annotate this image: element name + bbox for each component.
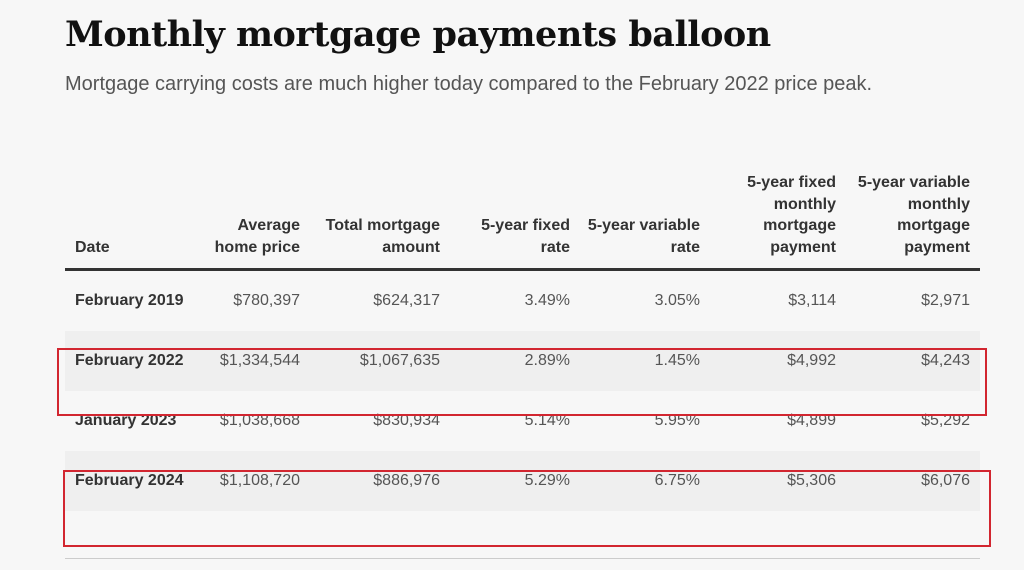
mortgage-table: Date Average home price Total mortgage a…	[65, 172, 980, 511]
highlight-box-feb-2024	[63, 470, 991, 547]
col-header-fixed-payment: 5-year fixed monthly mortgage payment	[710, 172, 846, 271]
highlight-box-feb-2022	[57, 348, 987, 416]
cell-total-mortgage: $624,317	[373, 292, 440, 309]
cell-variable-rate: 3.05%	[654, 292, 700, 309]
cell-variable-rate: 5.95%	[654, 412, 700, 429]
cell-fixed-payment: $3,114	[788, 292, 836, 309]
page-title: Monthly mortgage payments balloon	[65, 14, 771, 55]
cell-avg-price: $1,038,668	[219, 412, 300, 429]
cell-fixed-rate: 5.14%	[524, 412, 570, 429]
cell-fixed-payment: $4,992	[710, 331, 846, 391]
cell-avg-price: $780,397	[233, 292, 300, 309]
col-header-date: Date	[65, 172, 200, 271]
cell-date: February 2019	[75, 292, 184, 309]
cell-fixed-payment: $4,899	[787, 412, 836, 429]
col-header-total-mortgage: Total mortgage amount	[310, 172, 450, 271]
cell-variable-payment: $5,292	[921, 412, 970, 429]
cell-variable-payment: $2,971	[921, 292, 970, 309]
cell-variable-rate: 6.75%	[580, 451, 710, 511]
cell-fixed-payment: $5,306	[710, 451, 846, 511]
col-header-variable-rate: 5-year variable rate	[580, 172, 710, 271]
table-bottom-divider	[65, 558, 980, 559]
cell-total-mortgage: $830,934	[373, 412, 440, 429]
cell-avg-price: $1,334,544	[200, 331, 310, 391]
table-row: February 2024 $1,108,720 $886,976 5.29% …	[65, 451, 980, 511]
cell-date: February 2024	[65, 451, 200, 511]
subtitle: Mortgage carrying costs are much higher …	[65, 73, 873, 95]
cell-variable-rate: 1.45%	[580, 331, 710, 391]
col-header-fixed-rate: 5-year fixed rate	[450, 172, 580, 271]
col-header-avg-price: Average home price	[200, 172, 310, 271]
cell-variable-payment: $4,243	[846, 331, 980, 391]
table-row: February 2022 $1,334,544 $1,067,635 2.89…	[65, 331, 980, 391]
cell-date: January 2023	[75, 412, 177, 429]
header-row: Date Average home price Total mortgage a…	[65, 172, 980, 271]
cell-total-mortgage: $1,067,635	[310, 331, 450, 391]
col-header-variable-payment: 5-year variable monthly mortgage payment	[846, 172, 980, 271]
table-row: January 2023 $1,038,668 $830,934 5.14% 5…	[65, 391, 980, 451]
cell-fixed-rate: 5.29%	[450, 451, 580, 511]
cell-date: February 2022	[65, 331, 200, 391]
table-row: February 2019 $780,397 $624,317 3.49% 3.…	[65, 270, 980, 332]
cell-fixed-rate: 3.49%	[524, 292, 570, 309]
cell-variable-payment: $6,076	[846, 451, 980, 511]
cell-total-mortgage: $886,976	[310, 451, 450, 511]
cell-avg-price: $1,108,720	[200, 451, 310, 511]
cell-fixed-rate: 2.89%	[450, 331, 580, 391]
